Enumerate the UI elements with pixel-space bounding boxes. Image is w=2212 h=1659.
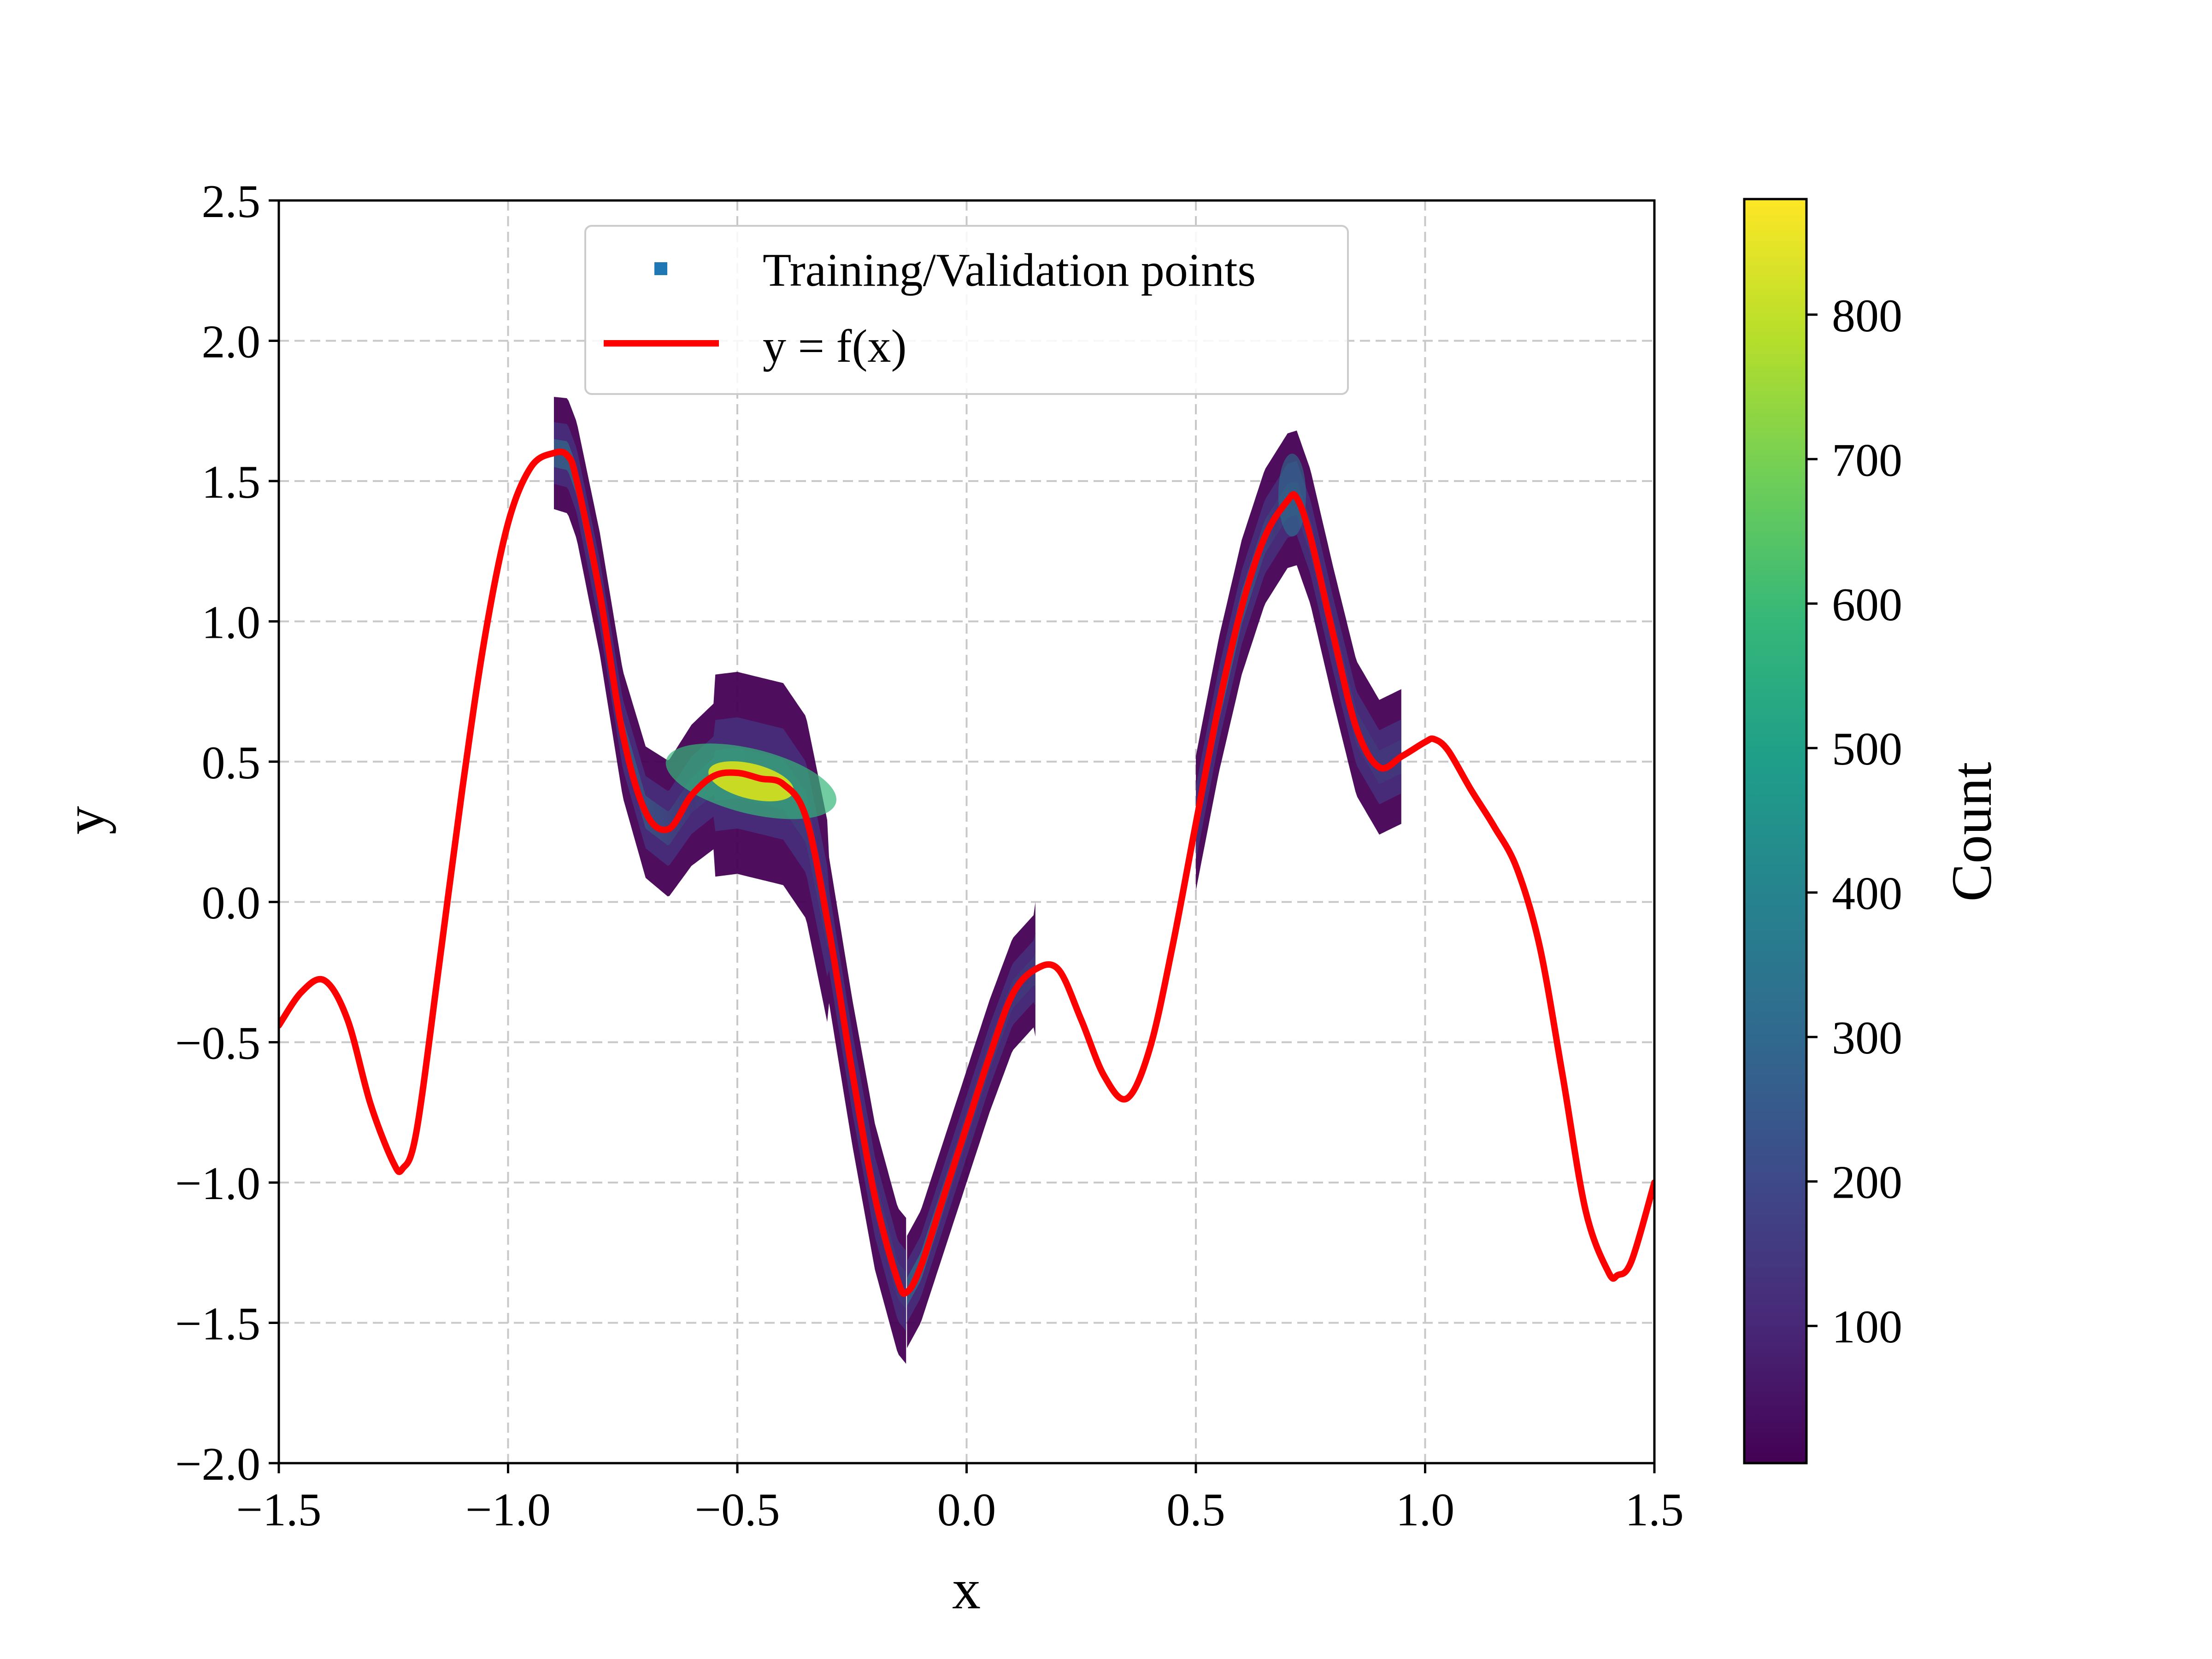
y-axis-ticks: −2.0 −1.5 −1.0 −0.5 0.0 0.5 1.0 1.5 2.0 2.5: [175, 176, 279, 1490]
colorbar-tick-label: 400: [1832, 868, 1902, 920]
y-tick-label: 1.5: [202, 456, 261, 508]
colorbar-tick-label: 700: [1832, 434, 1902, 486]
colorbar-tick-label: 200: [1832, 1157, 1902, 1209]
x-tick-label: 0.0: [937, 1484, 996, 1536]
y-tick-label: −1.5: [175, 1298, 260, 1350]
colorbar-label: Count: [1940, 762, 2003, 901]
x-axis-ticks: −1.5 −1.0 −0.5 0.0 0.5 1.0 1.5: [236, 1463, 1684, 1536]
y-axis-label: y: [53, 806, 116, 835]
colorbar-ticks: 100 200 300 400 500 600 700 800: [1806, 290, 1902, 1353]
density-band-mid: [1196, 461, 1401, 861]
function-curve: [279, 448, 1654, 1297]
grid-lines: [279, 200, 1654, 1463]
y-tick-label: 1.0: [202, 596, 261, 648]
y-tick-label: −1.0: [175, 1158, 260, 1210]
training-validation-density: [554, 397, 1401, 1364]
y-tick-label: 2.0: [202, 316, 261, 368]
x-tick-label: 1.5: [1625, 1484, 1684, 1536]
y-tick-label: −2.0: [175, 1438, 260, 1490]
y-tick-label: −0.5: [175, 1018, 260, 1070]
x-tick-label: 1.0: [1396, 1484, 1455, 1536]
colorbar-tick-label: 100: [1832, 1301, 1902, 1353]
x-axis-label: x: [952, 1558, 981, 1621]
legend-label-function: y = f(x): [763, 320, 906, 372]
legend: Training/Validation points y = f(x): [584, 225, 1349, 395]
x-tick-label: −0.5: [694, 1484, 780, 1536]
function-curve-layer: [279, 448, 1654, 1297]
legend-label-points: Training/Validation points: [763, 244, 1256, 296]
colorbar: 100 200 300 400 500 600 700 800 Count: [1743, 198, 2003, 1465]
x-tick-label: −1.5: [236, 1484, 321, 1536]
colorbar-tick-label: 600: [1832, 579, 1902, 631]
colorbar-tick-label: 300: [1832, 1012, 1902, 1064]
density-band-mid: [554, 422, 906, 1331]
y-tick-label: 2.5: [202, 176, 261, 228]
x-tick-label: 0.5: [1166, 1484, 1225, 1536]
x-tick-label: −1.0: [465, 1484, 551, 1536]
legend-marker-points: [654, 262, 667, 275]
colorbar-tick-label: 500: [1832, 723, 1902, 775]
density-band-outer: [554, 397, 906, 1364]
colorbar-gradient: [1743, 198, 1808, 1465]
y-tick-label: 0.0: [202, 877, 261, 929]
y-tick-label: 0.5: [202, 737, 261, 789]
density-band-outer: [1196, 430, 1401, 891]
legend-box: [584, 225, 1349, 395]
colorbar-tick-label: 800: [1832, 290, 1902, 342]
